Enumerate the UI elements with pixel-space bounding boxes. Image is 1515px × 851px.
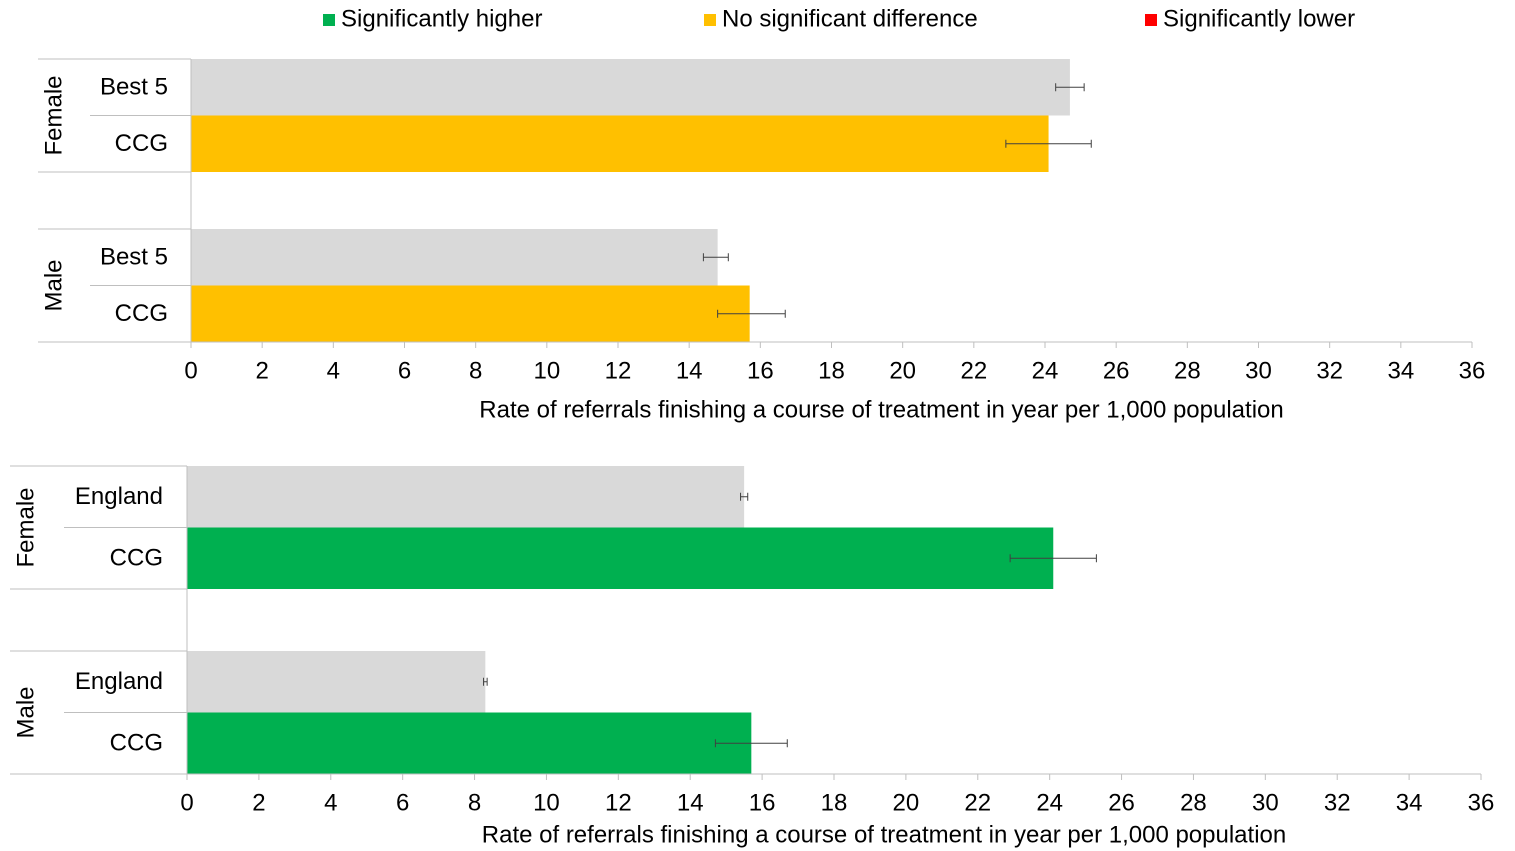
x-tick-label: 24 bbox=[1036, 789, 1063, 816]
group-label: Male bbox=[12, 686, 39, 738]
x-tick-label: 14 bbox=[676, 357, 703, 384]
x-tick-label: 10 bbox=[533, 357, 560, 384]
error-bar bbox=[702, 253, 729, 262]
x-tick-label: 16 bbox=[747, 357, 774, 384]
group-label: Female bbox=[40, 75, 67, 155]
x-tick-label: 4 bbox=[327, 357, 340, 384]
legend-label: Significantly higher bbox=[341, 5, 542, 32]
legend-swatch bbox=[1145, 14, 1157, 26]
error-bar bbox=[740, 492, 749, 501]
x-tick-label: 0 bbox=[180, 789, 193, 816]
group-label: Male bbox=[40, 259, 67, 311]
category-label: CCG bbox=[115, 130, 168, 157]
category-label: Best 5 bbox=[100, 74, 168, 101]
category-label: CCG bbox=[110, 545, 163, 572]
x-tick-label: 20 bbox=[889, 357, 916, 384]
legend-swatch bbox=[704, 14, 716, 26]
category-label: England bbox=[75, 483, 163, 510]
x-tick-label: 18 bbox=[821, 789, 848, 816]
legend-swatch bbox=[323, 14, 335, 26]
x-tick-label: 34 bbox=[1396, 789, 1423, 816]
x-tick-label: 34 bbox=[1387, 357, 1414, 384]
x-tick-label: 0 bbox=[184, 357, 197, 384]
x-tick-label: 8 bbox=[469, 357, 482, 384]
bar bbox=[187, 527, 1054, 589]
bar bbox=[187, 651, 486, 713]
x-tick-label: 30 bbox=[1252, 789, 1279, 816]
x-tick-label: 16 bbox=[749, 789, 776, 816]
x-tick-label: 32 bbox=[1324, 789, 1351, 816]
bar bbox=[191, 285, 750, 342]
x-axis-label: Rate of referrals finishing a course of … bbox=[482, 821, 1286, 848]
x-tick-label: 26 bbox=[1108, 789, 1135, 816]
bar bbox=[191, 229, 718, 286]
x-tick-label: 18 bbox=[818, 357, 845, 384]
category-label: CCG bbox=[110, 730, 163, 757]
x-tick-label: 12 bbox=[605, 789, 632, 816]
x-tick-label: 22 bbox=[964, 789, 991, 816]
error-bar bbox=[1009, 554, 1097, 563]
x-tick-label: 22 bbox=[960, 357, 987, 384]
bar bbox=[191, 59, 1070, 116]
error-bar bbox=[717, 309, 786, 318]
x-tick-label: 2 bbox=[255, 357, 268, 384]
x-tick-label: 26 bbox=[1103, 357, 1130, 384]
x-tick-label: 36 bbox=[1459, 357, 1486, 384]
bar bbox=[191, 115, 1049, 172]
category-label: England bbox=[75, 668, 163, 695]
x-tick-label: 28 bbox=[1174, 357, 1201, 384]
x-tick-label: 30 bbox=[1245, 357, 1272, 384]
bar bbox=[187, 712, 752, 774]
x-tick-label: 32 bbox=[1316, 357, 1343, 384]
error-bar bbox=[483, 677, 488, 686]
legend-label: No significant difference bbox=[722, 5, 978, 32]
category-label: CCG bbox=[115, 300, 168, 327]
x-tick-label: 10 bbox=[533, 789, 560, 816]
x-tick-label: 14 bbox=[677, 789, 704, 816]
x-tick-label: 36 bbox=[1468, 789, 1495, 816]
x-tick-label: 4 bbox=[324, 789, 337, 816]
x-tick-label: 28 bbox=[1180, 789, 1207, 816]
x-tick-label: 8 bbox=[468, 789, 481, 816]
x-tick-label: 24 bbox=[1032, 357, 1059, 384]
error-bar bbox=[714, 739, 788, 748]
bar bbox=[187, 466, 745, 528]
error-bar bbox=[1005, 139, 1092, 148]
x-axis-label: Rate of referrals finishing a course of … bbox=[479, 396, 1283, 423]
category-label: Best 5 bbox=[100, 244, 168, 271]
x-tick-label: 12 bbox=[605, 357, 632, 384]
error-bar bbox=[1055, 83, 1085, 92]
group-label: Female bbox=[12, 487, 39, 567]
x-tick-label: 6 bbox=[398, 357, 411, 384]
legend-label: Significantly lower bbox=[1163, 5, 1355, 32]
x-tick-label: 20 bbox=[893, 789, 920, 816]
x-tick-label: 6 bbox=[396, 789, 409, 816]
x-tick-label: 2 bbox=[252, 789, 265, 816]
